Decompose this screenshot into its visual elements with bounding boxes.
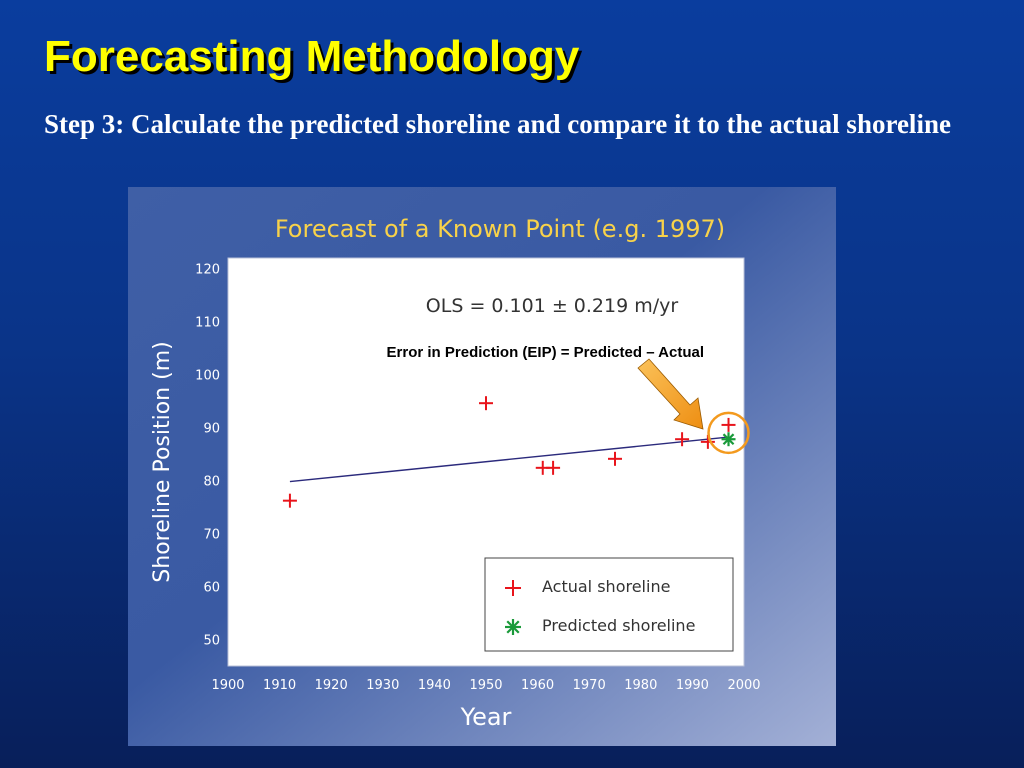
x-tick-label: 1900: [211, 678, 244, 693]
slide-subtitle: Step 3: Calculate the predicted shorelin…: [44, 109, 951, 139]
slide-title: Forecasting Methodology: [44, 32, 580, 81]
legend-marker-predicted: [505, 619, 521, 635]
predicted-shoreline-point: [721, 432, 736, 447]
chart-title: Forecast of a Known Point (e.g. 1997): [275, 215, 725, 243]
x-tick-label: 1910: [263, 678, 296, 693]
legend-label-actual: Actual shoreline: [542, 577, 670, 596]
y-axis-title: Shoreline Position (m): [150, 341, 175, 582]
actual-shoreline-point: [675, 432, 690, 447]
y-axis-ticks: 50 60 70 80 90 100 110 120: [195, 263, 220, 649]
x-tick-label: 1940: [418, 678, 451, 693]
legend-box: [484, 557, 734, 652]
legend: Actual shoreline Predicted shoreline: [484, 557, 734, 652]
x-axis-title: Year: [460, 703, 512, 731]
regression-line: [289, 436, 729, 483]
data-points: [282, 396, 736, 508]
x-tick-label: 1990: [676, 678, 709, 693]
x-tick-label: 1960: [521, 678, 554, 693]
y-tick-label: 70: [203, 528, 220, 543]
x-tick-label: 1920: [315, 678, 348, 693]
y-tick-label: 50: [203, 634, 220, 649]
actual-shoreline-point: [721, 417, 736, 432]
actual-shoreline-point: [608, 451, 622, 466]
y-tick-label: 60: [203, 581, 220, 596]
x-tick-label: 1950: [469, 678, 502, 693]
forecast-chart: Forecast of a Known Point (e.g. 1997) 50…: [128, 187, 836, 746]
x-tick-label: 1970: [573, 678, 606, 693]
eip-annotation: Error in Prediction (EIP) = Predicted – …: [387, 344, 704, 361]
actual-shoreline-point: [479, 396, 493, 411]
ols-annotation: OLS = 0.101 ± 0.219 m/yr: [426, 295, 679, 317]
y-tick-label: 90: [203, 422, 220, 437]
highlight-circle: [707, 411, 750, 455]
x-tick-label: 1980: [624, 678, 657, 693]
x-axis-ticks: 1900 1910 1920 1930 1940 1950 1960 1970 1980 1990…: [211, 678, 760, 693]
y-tick-label: 110: [195, 316, 220, 331]
y-tick-label: 100: [195, 369, 220, 384]
x-tick-label: 2000: [727, 678, 760, 693]
y-tick-label: 80: [203, 475, 220, 490]
actual-shoreline-point: [282, 493, 297, 508]
x-tick-label: 1930: [366, 678, 399, 693]
legend-marker-actual: [505, 580, 521, 596]
actual-shoreline-point: [546, 460, 561, 475]
arrow-icon: [637, 358, 704, 430]
y-tick-label: 120: [195, 263, 220, 278]
legend-label-predicted: Predicted shoreline: [542, 616, 695, 635]
chart-panel: Forecast of a Known Point (e.g. 1997) 50…: [128, 187, 836, 746]
